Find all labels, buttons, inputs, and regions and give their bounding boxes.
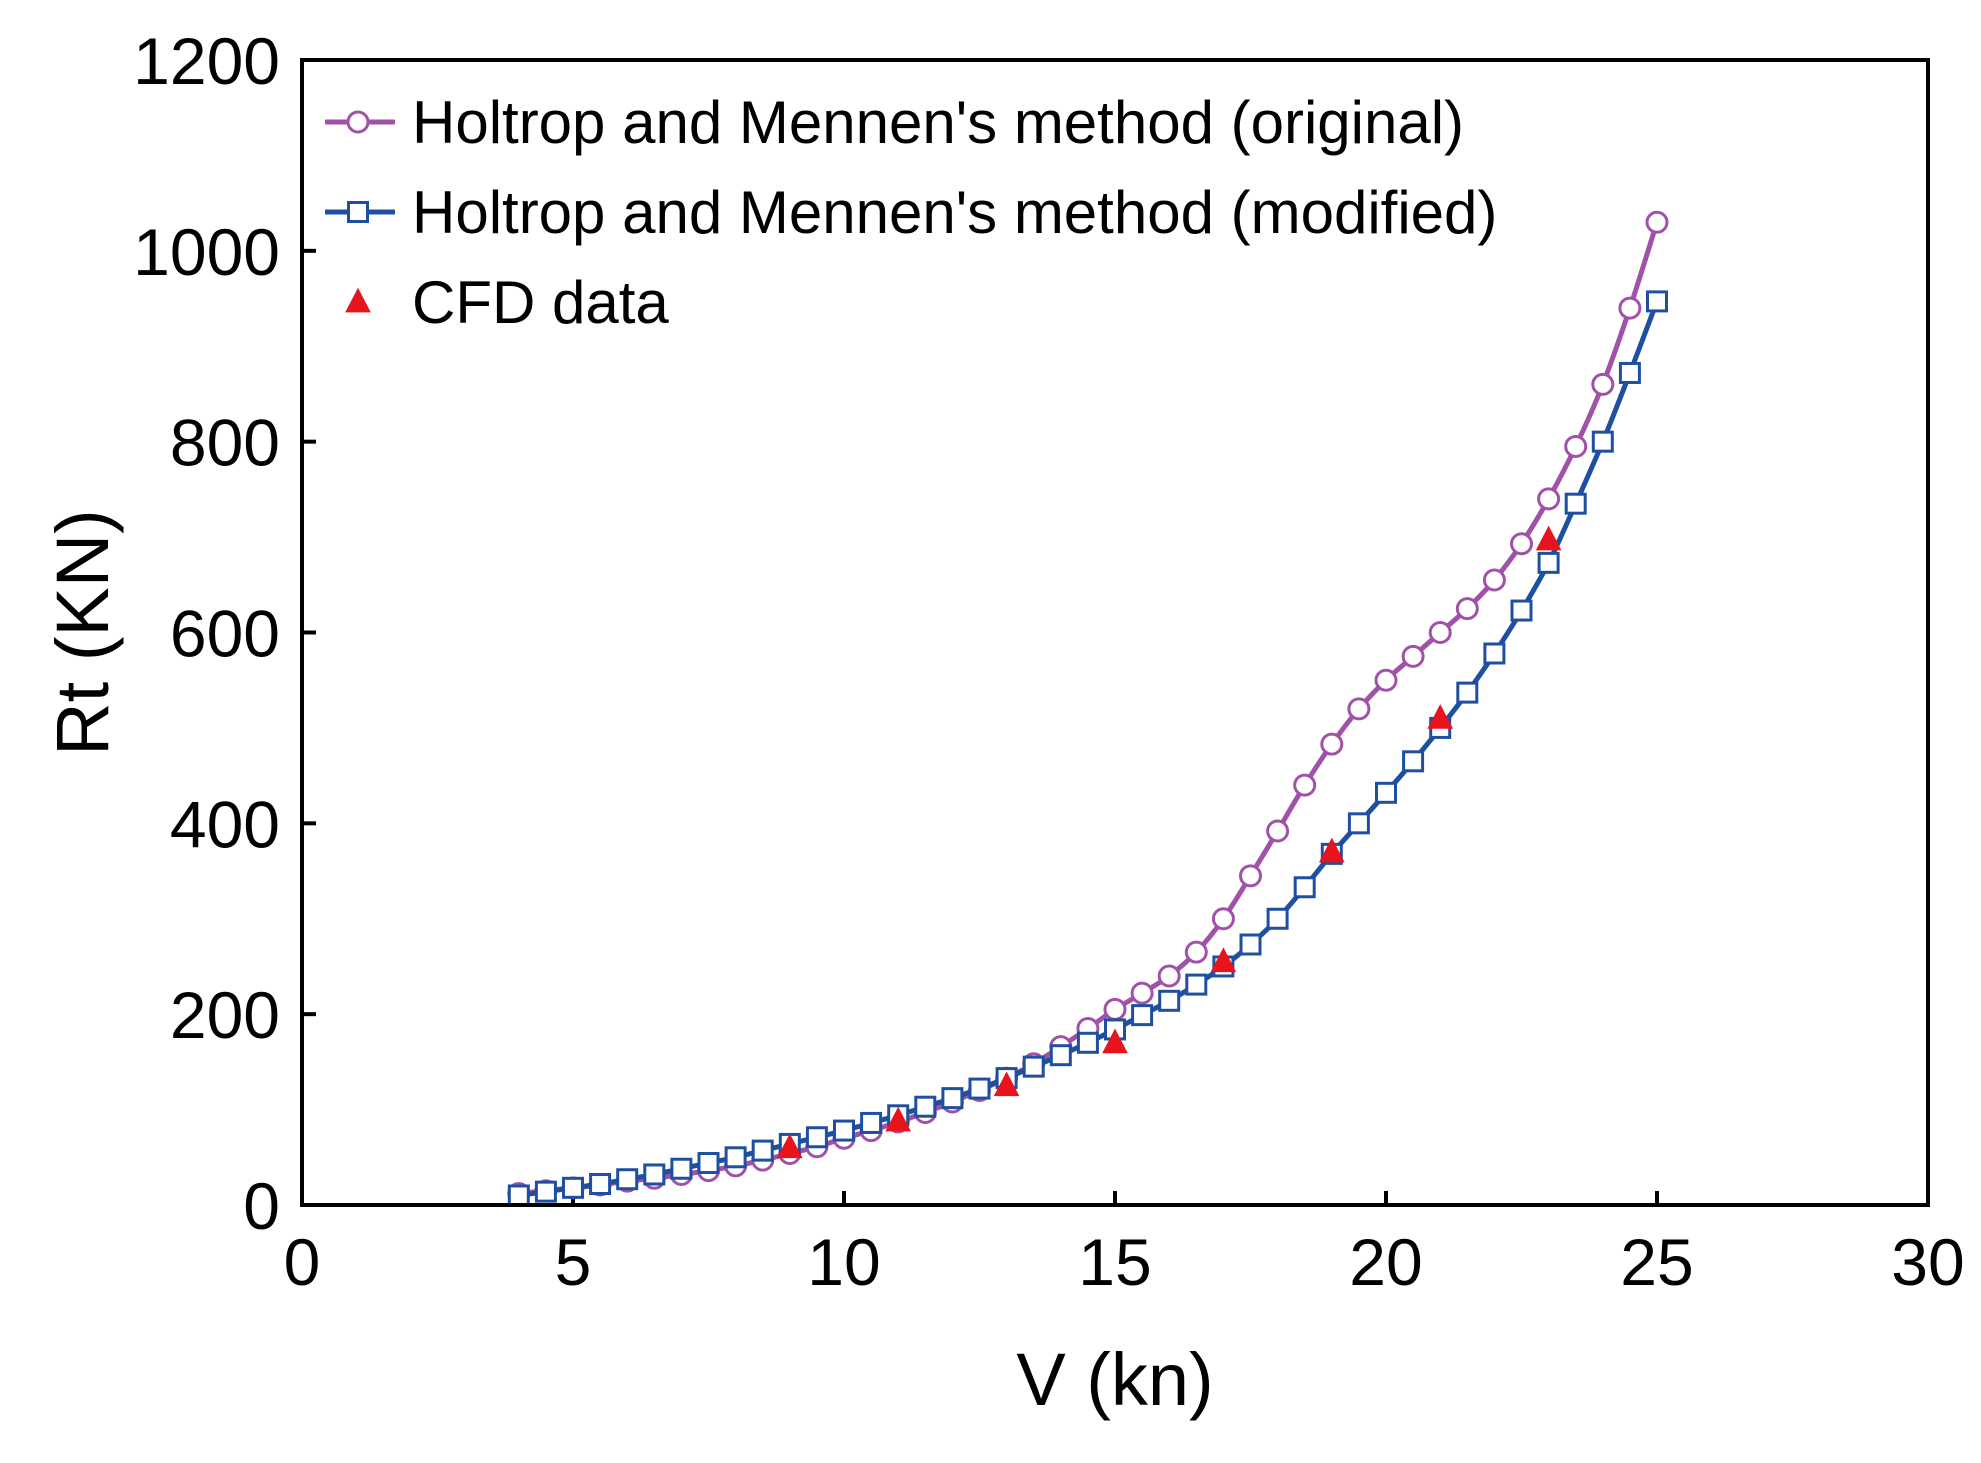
data-point-modified (616, 1168, 639, 1191)
data-point-modified (1347, 812, 1370, 835)
data-point-original (1184, 940, 1208, 964)
x-tick-label: 15 (1078, 1225, 1151, 1299)
x-tick-label: 0 (284, 1225, 321, 1299)
data-point-original (1239, 864, 1262, 888)
series-modified (507, 290, 1668, 1207)
data-point-modified (860, 1111, 883, 1134)
y-tick-label: 0 (243, 1169, 280, 1243)
data-point-cfd (1427, 704, 1454, 729)
x-tick-label: 5 (555, 1225, 592, 1299)
data-point-modified (562, 1176, 584, 1199)
data-point-modified (1266, 907, 1289, 930)
series-layer (507, 210, 1669, 1207)
data-point-modified (589, 1173, 612, 1196)
data-point-modified (1510, 599, 1533, 622)
data-point-original (1266, 819, 1290, 843)
y-tick-label: 600 (170, 597, 280, 671)
data-point-cfd (1318, 837, 1345, 863)
data-point-modified (643, 1163, 666, 1186)
legend-marker-modified (347, 201, 369, 223)
data-point-modified (1158, 989, 1181, 1012)
x-tick-label: 10 (807, 1225, 880, 1299)
data-point-modified (1483, 642, 1506, 665)
data-point-modified (1185, 973, 1208, 996)
data-point-modified (1022, 1055, 1045, 1078)
data-point-original (1510, 532, 1533, 556)
data-point-original (1618, 296, 1642, 320)
legend-item-cfd: CFD data (345, 269, 669, 336)
data-point-original (1293, 773, 1317, 797)
x-tick-label: 30 (1891, 1225, 1964, 1299)
data-point-modified (1564, 492, 1587, 515)
data-point-original (1374, 668, 1398, 692)
y-axis-title: Rt (KN) (41, 509, 124, 756)
data-point-original (1401, 644, 1425, 668)
y-tick-label: 1000 (133, 215, 280, 289)
data-point-original (1157, 964, 1181, 988)
data-point-modified (1049, 1044, 1072, 1067)
series-cfd (776, 525, 1562, 1159)
data-point-modified (1646, 290, 1668, 313)
data-point-cfd (1102, 1028, 1128, 1054)
x-tick-label: 20 (1349, 1225, 1422, 1299)
legend-label-original: Holtrop and Mennen's method (original) (412, 89, 1464, 156)
data-point-modified (941, 1087, 964, 1110)
y-tick-label: 800 (170, 406, 280, 480)
data-point-modified (968, 1077, 991, 1100)
data-point-modified (1131, 1004, 1154, 1027)
data-point-original (1482, 568, 1506, 592)
y-tick-label: 1200 (133, 24, 280, 98)
data-point-original (1537, 487, 1561, 511)
data-point-modified (724, 1146, 747, 1169)
data-point-modified (751, 1139, 774, 1162)
data-point-modified (914, 1095, 937, 1118)
data-point-modified (507, 1184, 530, 1207)
data-point-modified (1537, 551, 1560, 574)
data-point-original (1320, 732, 1344, 756)
tick-label-layer: 0 5 10 15 20 25 30 0 200 400 600 800 1000 1200 (133, 24, 1965, 1299)
data-point-original (1347, 697, 1371, 721)
legend-item-modified: Holtrop and Mennen's method (modified) (325, 179, 1497, 246)
data-point-modified (1456, 681, 1479, 704)
data-point-original (1211, 907, 1235, 931)
plot-frame (300, 58, 1930, 1207)
y-tick-label: 400 (170, 787, 280, 861)
data-point-modified (1402, 750, 1425, 773)
data-point-original (1645, 210, 1669, 234)
data-point-original (1130, 981, 1154, 1005)
x-axis-title: V (kn) (1016, 1338, 1213, 1421)
data-point-modified (1239, 933, 1262, 956)
data-point-modified (1375, 781, 1397, 804)
legend-label-modified: Holtrop and Mennen's method (modified) (412, 179, 1497, 246)
data-point-cfd (1210, 947, 1237, 973)
data-point-modified (1591, 430, 1614, 453)
y-tick-label: 200 (170, 978, 280, 1052)
data-point-modified (1618, 361, 1641, 384)
x-tick-label: 25 (1620, 1225, 1693, 1299)
data-point-modified (534, 1180, 557, 1203)
data-point-modified (1076, 1031, 1099, 1054)
legend: Holtrop and Mennen's method (original) Ho… (325, 89, 1497, 336)
data-point-cfd (1535, 525, 1562, 551)
data-point-cfd (776, 1133, 803, 1159)
data-point-original (1591, 372, 1615, 396)
data-point-original (1428, 621, 1452, 644)
data-point-modified (833, 1119, 855, 1142)
data-point-original (1103, 997, 1127, 1021)
data-point-cfd (885, 1106, 912, 1132)
data-point-original (1455, 597, 1479, 621)
data-point-modified (697, 1152, 720, 1175)
data-point-modified (670, 1157, 693, 1180)
legend-marker-original (346, 110, 370, 134)
data-point-original (1564, 434, 1588, 458)
legend-marker-cfd (345, 287, 371, 313)
data-point-modified (1293, 876, 1316, 899)
data-point-cfd (993, 1071, 1020, 1097)
legend-label-cfd: CFD data (412, 269, 669, 336)
data-point-modified (805, 1126, 828, 1149)
legend-item-original: Holtrop and Mennen's method (original) (325, 89, 1464, 156)
